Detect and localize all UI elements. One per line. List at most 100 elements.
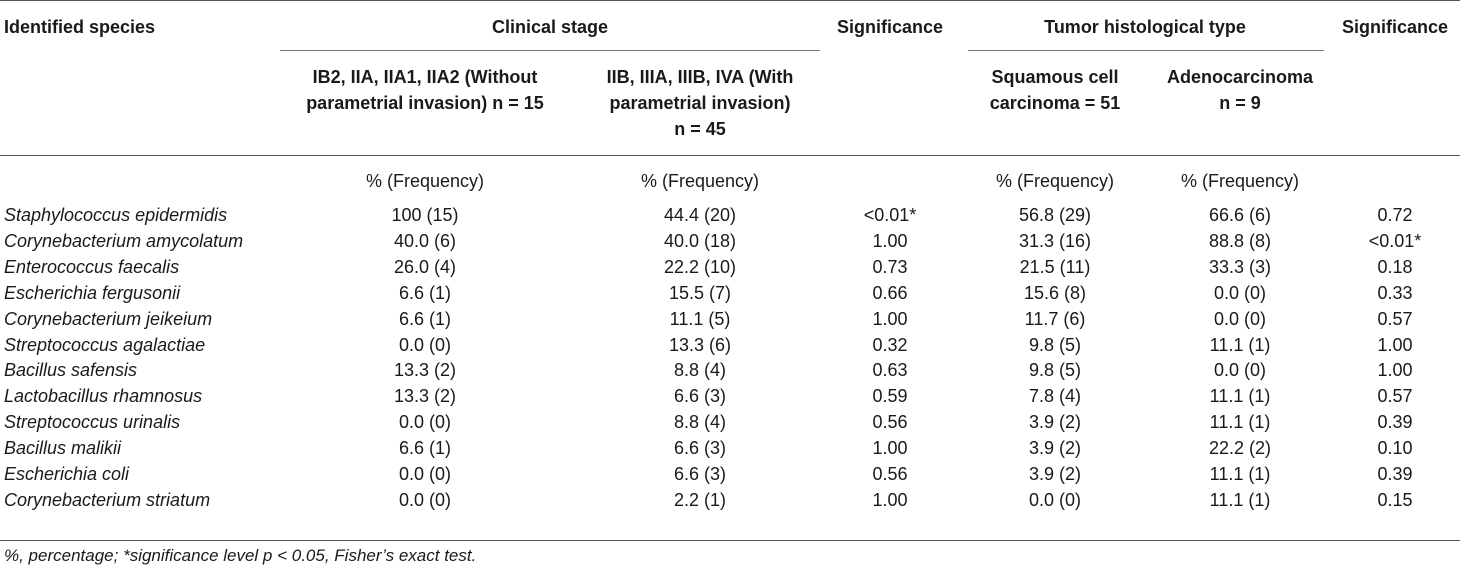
cell-species: Enterococcus faecalis (4, 256, 180, 277)
footnote: %, percentage; *significance level p < 0… (4, 546, 477, 565)
cell-squamous: 31.3 (16) (1018, 230, 1092, 251)
header-adeno-line2: n = 9 (1219, 93, 1261, 113)
cell-stage-b: 13.3 (6) (668, 334, 732, 355)
cell-adeno: 0.0 (0) (1213, 282, 1267, 303)
cell-significance-1: 1.00 (872, 489, 908, 510)
cell-species: Streptococcus urinalis (4, 412, 181, 433)
cell-stage-a: 6.6 (1) (398, 308, 452, 329)
table-row: Lactobacillus rhamnosus 13.3 (2) 6.6 (3) 0.… (0, 384, 1460, 409)
cell-squamous: 3.9 (2) (1028, 464, 1082, 484)
header-squamous-line1: Squamous cell (991, 67, 1119, 87)
cell-stage-b: 6.6 (3) (673, 386, 727, 407)
cell-squamous: 15.6 (8) (1023, 282, 1087, 303)
cell-stage-b: 6.6 (3) (673, 438, 727, 459)
histological-type-rule (968, 50, 1324, 51)
cell-significance-2: 0.39 (1377, 412, 1413, 433)
cell-significance-2: 1.00 (1377, 360, 1413, 381)
cell-stage-a: 6.6 (1) (398, 438, 452, 459)
cell-species: Bacillus malikii (4, 438, 122, 459)
top-rule (0, 0, 1460, 1)
cell-significance-2: 0.39 (1377, 464, 1413, 484)
cell-significance-1: 1.00 (872, 230, 908, 251)
cell-species: Corynebacterium amycolatum (4, 230, 244, 251)
cell-stage-a: 100 (15) (391, 205, 459, 225)
cell-stage-b: 8.8 (4) (673, 412, 727, 433)
cell-adeno: 11.1 (1) (1209, 412, 1271, 433)
header-clinical-stage: Clinical stage (491, 17, 609, 37)
cell-stage-a: 0.0 (0) (398, 464, 452, 484)
cell-squamous: 3.9 (2) (1028, 412, 1082, 433)
unit-stage-b: % (Frequency) (640, 171, 760, 191)
header-significance-1: Significance (836, 17, 944, 37)
cell-squamous: 56.8 (29) (1018, 205, 1092, 225)
header-stage-b-line3: n = 45 (674, 119, 726, 139)
cell-significance-1: 0.32 (872, 334, 908, 355)
cell-significance-1: 1.00 (872, 308, 908, 329)
cell-stage-b: 6.6 (3) (673, 464, 727, 484)
cell-significance-1: 0.56 (872, 464, 908, 484)
cell-squamous: 11.7 (6) (1024, 308, 1086, 329)
cell-significance-2: <0.01* (1368, 230, 1422, 251)
cell-significance-1: 0.73 (872, 256, 908, 277)
cell-stage-a: 26.0 (4) (393, 256, 457, 277)
cell-significance-2: 0.15 (1377, 489, 1413, 510)
cell-stage-a: 0.0 (0) (398, 489, 452, 510)
cell-squamous: 21.5 (11) (1019, 256, 1091, 277)
cell-significance-1: 0.66 (872, 282, 908, 303)
cell-squamous: 3.9 (2) (1028, 438, 1082, 459)
cell-adeno: 33.3 (3) (1208, 256, 1272, 277)
header-species: Identified species (4, 17, 156, 37)
cell-species: Escherichia fergusonii (4, 282, 181, 303)
cell-significance-1: 1.00 (872, 438, 908, 459)
cell-squamous: 9.8 (5) (1028, 334, 1082, 355)
cell-adeno: 66.6 (6) (1208, 205, 1272, 225)
table-row: Corynebacterium amycolatum 40.0 (6) 40.0 (… (0, 229, 1460, 254)
cell-significance-1: 0.63 (872, 360, 908, 381)
cell-stage-a: 0.0 (0) (398, 412, 452, 433)
cell-stage-a: 13.3 (2) (393, 360, 457, 381)
cell-adeno: 11.1 (1) (1209, 386, 1271, 407)
unit-adeno: % (Frequency) (1180, 171, 1300, 191)
cell-significance-2: 0.72 (1377, 205, 1413, 225)
cell-stage-a: 6.6 (1) (398, 282, 452, 303)
cell-squamous: 0.0 (0) (1028, 489, 1082, 510)
cell-species: Streptococcus agalactiae (4, 334, 206, 355)
header-significance-2: Significance (1341, 17, 1449, 37)
cell-adeno: 11.1 (1) (1209, 489, 1271, 510)
cell-species: Corynebacterium striatum (4, 489, 211, 510)
cell-adeno: 0.0 (0) (1213, 360, 1267, 381)
cell-species: Escherichia coli (4, 464, 130, 484)
cell-significance-2: 0.18 (1377, 256, 1413, 277)
cell-stage-b: 8.8 (4) (673, 360, 727, 381)
header-bottom-rule (0, 155, 1460, 156)
cell-significance-1: 0.56 (872, 412, 908, 433)
table-row: Streptococcus urinalis 0.0 (0) 8.8 (4) 0.56… (0, 410, 1460, 435)
cell-stage-b: 15.5 (7) (668, 282, 732, 303)
cell-significance-1: <0.01* (863, 205, 917, 225)
cell-squamous: 9.8 (5) (1028, 360, 1082, 381)
cell-adeno: 0.0 (0) (1213, 308, 1267, 329)
header-squamous-line2: carcinoma = 51 (989, 93, 1121, 113)
header-histological-type: Tumor histological type (1044, 17, 1246, 37)
cell-stage-b: 2.2 (1) (673, 489, 727, 510)
clinical-stage-rule (280, 50, 820, 51)
table-row: Escherichia fergusonii 6.6 (1) 15.5 (7) 0.6… (0, 281, 1460, 306)
table-row: Enterococcus faecalis 26.0 (4) 22.2 (10) 0.… (0, 255, 1460, 280)
cell-adeno: 11.1 (1) (1209, 334, 1271, 355)
cell-species: Corynebacterium jeikeium (4, 308, 213, 329)
cell-species: Bacillus safensis (4, 360, 138, 381)
cell-adeno: 11.1 (1) (1209, 464, 1271, 484)
cell-species: Staphylococcus epidermidis (4, 205, 228, 225)
table-row: Escherichia coli 0.0 (0) 6.6 (3) 0.56 3.9 (2… (0, 462, 1460, 487)
cell-stage-a: 0.0 (0) (398, 334, 452, 355)
table-row: Corynebacterium striatum 0.0 (0) 2.2 (1) 1.… (0, 488, 1460, 513)
cell-significance-2: 0.57 (1377, 386, 1413, 407)
cell-significance-2: 0.33 (1377, 282, 1413, 303)
cell-significance-2: 1.00 (1377, 334, 1413, 355)
table-row: Corynebacterium jeikeium 6.6 (1) 11.1 (5) 1… (0, 307, 1460, 332)
table-row: Streptococcus agalactiae 0.0 (0) 13.3 (6) 0… (0, 333, 1460, 358)
unit-stage-a: % (Frequency) (365, 171, 485, 191)
header-stage-b-line2: parametrial invasion) (609, 93, 791, 113)
table-row: Bacillus safensis 13.3 (2) 8.8 (4) 0.63 9.8 … (0, 358, 1460, 383)
